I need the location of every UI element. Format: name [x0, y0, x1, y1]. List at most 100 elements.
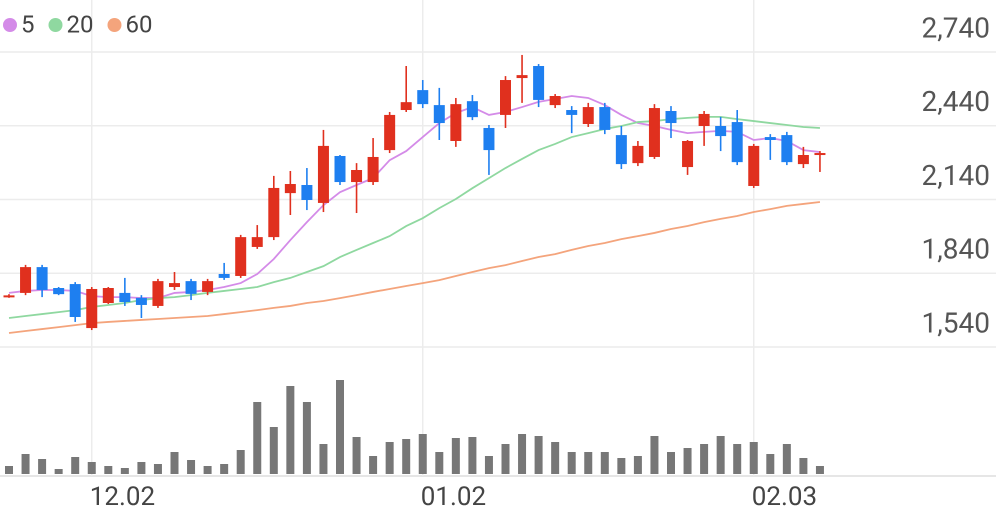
volume-bar [600, 452, 609, 474]
volume-bar [501, 444, 510, 474]
volume-bar [220, 464, 229, 474]
volume-bar [402, 439, 411, 474]
candle-body [533, 66, 545, 100]
volume-bar [302, 402, 311, 474]
candle-body [599, 107, 611, 130]
candle-body [500, 80, 511, 115]
volume-bar [153, 464, 162, 474]
candle-body [251, 237, 263, 247]
volume-bar [120, 468, 129, 474]
volume-bar [551, 442, 560, 474]
volume-bar [749, 442, 758, 474]
volume-bar [716, 436, 725, 474]
volume-bar [319, 444, 328, 474]
candle-body [235, 237, 247, 276]
legend-dot [3, 18, 17, 32]
volume-bar [38, 459, 47, 474]
volume-bar [170, 452, 179, 474]
candle-body [549, 96, 561, 106]
volume-bar [104, 466, 113, 474]
candle-body [53, 288, 65, 295]
candle-body [516, 75, 528, 79]
volume-bar [21, 454, 30, 474]
candle-body [731, 122, 743, 163]
candle-body [450, 104, 462, 141]
candle-body [797, 155, 809, 165]
y-tick-label: 1,840 [922, 233, 990, 266]
candle-body [3, 295, 15, 298]
candle-body [582, 107, 594, 125]
candle-body [185, 281, 197, 294]
volume-bar [137, 462, 146, 474]
candle-body [400, 102, 412, 111]
candle-body [218, 273, 230, 278]
volume-bar [683, 448, 692, 474]
candle-body [36, 267, 48, 290]
volume-bar [567, 452, 576, 474]
volume-bar [203, 466, 212, 474]
candle-body [169, 283, 180, 288]
candle-body [466, 101, 478, 118]
volume-bar [187, 460, 196, 474]
candle-body [317, 145, 329, 203]
candle-body [152, 281, 164, 306]
candle-body [682, 140, 694, 168]
volume-bar [815, 466, 824, 474]
candle-body [417, 90, 429, 105]
volume-bar [435, 452, 444, 474]
candle-body [632, 145, 644, 164]
volume-bar [468, 437, 477, 474]
candle-body [764, 137, 776, 141]
volume-bar [667, 452, 675, 474]
candle-body [814, 153, 826, 156]
candle-body [102, 288, 114, 303]
volume-bar [766, 454, 775, 474]
ma-line [8, 116, 821, 319]
candle-body [284, 184, 296, 194]
candle-body [715, 125, 727, 137]
volume-bar [700, 444, 709, 474]
candle-body [351, 170, 363, 183]
volume-bar [633, 456, 642, 474]
volume-bar [87, 462, 96, 474]
volume-bar [54, 469, 63, 474]
x-tick-label: 12.02 [90, 482, 155, 512]
x-tick-label: 02.03 [752, 482, 817, 512]
volume-bar [269, 427, 278, 474]
y-tick-label: 2,740 [922, 11, 990, 44]
volume-bar [534, 436, 543, 474]
y-tick-label: 2,440 [922, 85, 990, 118]
candle-body [86, 288, 98, 329]
candle-body [69, 284, 81, 318]
candle-body [748, 145, 760, 186]
volume-bar [71, 457, 80, 474]
candle-body [20, 267, 32, 293]
volume-bar [236, 450, 245, 474]
volume-bar [369, 456, 378, 474]
legend-dot [107, 18, 122, 32]
volume-bar [617, 458, 626, 474]
x-tick-label: 01.02 [421, 482, 486, 512]
candle-body [119, 292, 131, 303]
volume-bar [352, 437, 361, 474]
candle-body [202, 281, 214, 292]
candle-body [384, 114, 396, 151]
volume-bar [650, 436, 659, 474]
candle-body [135, 297, 147, 305]
candle-body [615, 135, 627, 165]
legend-label: 60 [125, 10, 152, 38]
volume-bar [799, 458, 808, 474]
candle-body [566, 110, 578, 115]
candle-body [698, 113, 710, 126]
candle-body [665, 111, 677, 124]
volume-bar [418, 434, 427, 474]
legend-label: 20 [67, 10, 94, 38]
volume-bar [518, 434, 527, 474]
y-tick-label: 1,540 [922, 306, 990, 339]
candle-body [334, 155, 346, 183]
candle-body [268, 187, 280, 238]
legend-dot [48, 18, 63, 32]
volume-bar [253, 402, 262, 474]
volume-bar [5, 466, 13, 474]
